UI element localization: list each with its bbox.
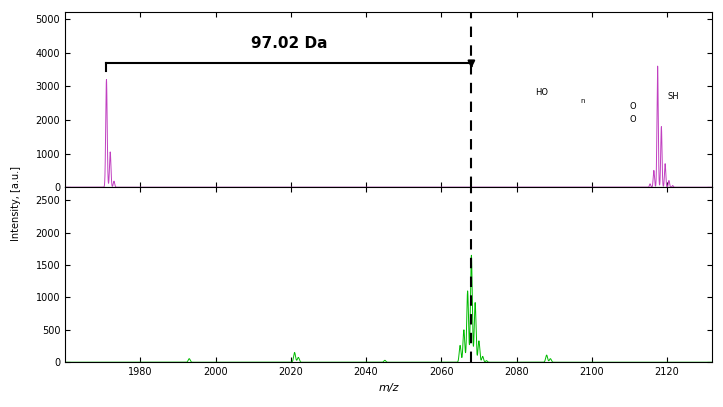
Text: SH: SH — [667, 92, 679, 101]
Text: O: O — [630, 116, 636, 125]
Text: n: n — [581, 98, 585, 105]
Text: Intensity, [a.u.]: Intensity, [a.u.] — [11, 166, 21, 241]
Text: HO: HO — [535, 88, 548, 98]
Text: 97.02 Da: 97.02 Da — [251, 36, 328, 51]
X-axis label: m/z: m/z — [378, 383, 399, 393]
Text: O: O — [630, 102, 636, 111]
